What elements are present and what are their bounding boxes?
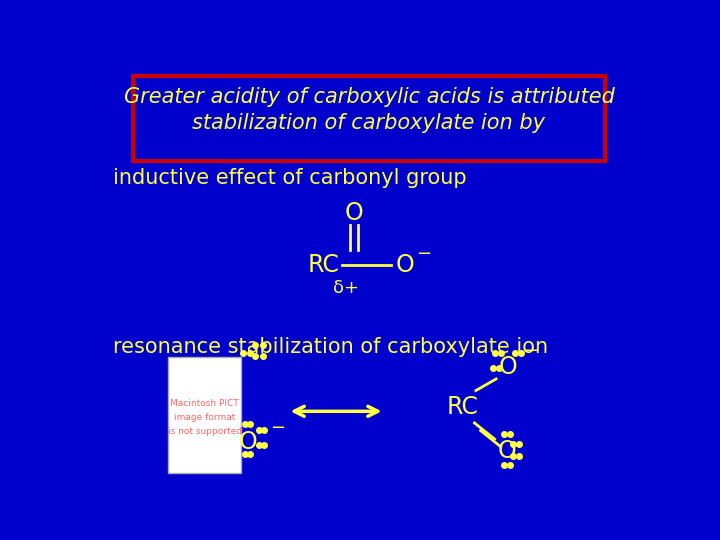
Bar: [168, 357, 241, 473]
Text: RC: RC: [446, 395, 478, 420]
Text: −: −: [415, 245, 431, 263]
Text: O: O: [396, 253, 415, 277]
Text: Greater acidity of carboxylic acids is attributed: Greater acidity of carboxylic acids is a…: [124, 87, 614, 107]
Text: Macintosh PICT: Macintosh PICT: [171, 399, 239, 408]
Text: O: O: [498, 440, 516, 463]
Text: O: O: [499, 355, 518, 379]
Text: RC: RC: [308, 253, 340, 277]
Text: image format: image format: [174, 413, 235, 422]
Bar: [132, 76, 606, 161]
Text: O: O: [239, 430, 258, 454]
Text: resonance stabilization of carboxylate ion: resonance stabilization of carboxylate i…: [113, 338, 549, 357]
Text: δ+: δ+: [333, 279, 359, 297]
Text: inductive effect of carbonyl group: inductive effect of carbonyl group: [113, 168, 467, 188]
Text: −: −: [523, 342, 538, 360]
Text: is not supported: is not supported: [168, 427, 242, 436]
Text: O: O: [344, 201, 363, 225]
Text: −: −: [270, 419, 285, 437]
Text: stabilization of carboxylate ion by: stabilization of carboxylate ion by: [192, 113, 546, 133]
